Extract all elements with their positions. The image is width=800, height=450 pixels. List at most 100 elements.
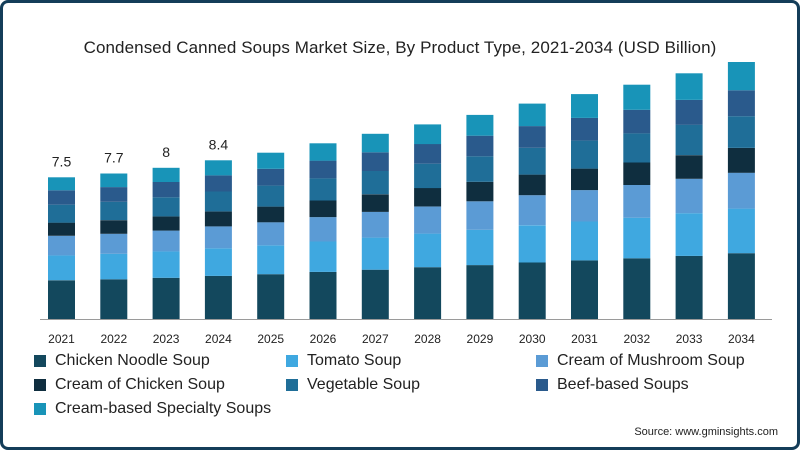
x-tick-label: 2027 — [362, 332, 389, 346]
bar-segment — [204, 211, 232, 227]
legend-swatch — [34, 403, 46, 415]
bar-segment — [571, 94, 598, 118]
bar-segment — [204, 160, 232, 176]
legend-item: Cream of Mushroom Soup — [536, 350, 745, 372]
bar-segment — [571, 221, 598, 261]
bar-segment — [727, 116, 755, 148]
bar-segment — [361, 194, 389, 212]
bar-segment — [727, 90, 755, 117]
bar-segment — [257, 206, 285, 223]
x-tick-label: 2022 — [100, 332, 127, 346]
bar-segment — [204, 248, 232, 276]
bar-segment — [48, 204, 75, 223]
legend-swatch — [286, 355, 298, 367]
bar-segment — [518, 225, 546, 263]
bar-segment — [204, 191, 232, 212]
legend-swatch — [34, 355, 46, 367]
chart-legend: Chicken Noodle Soup Tomato Soup Cream of M… — [24, 350, 764, 422]
x-tick-label: 2032 — [623, 332, 650, 346]
bar-segment — [257, 185, 285, 207]
bar-segment — [518, 103, 546, 127]
bar-segment — [466, 229, 494, 266]
bar-segment — [675, 124, 703, 156]
bar-segment — [152, 277, 180, 319]
legend-item: Tomato Soup — [286, 350, 401, 372]
legend-label: Chicken Noodle Soup — [55, 352, 210, 369]
bar-segment — [152, 197, 180, 217]
bar-segment — [414, 163, 442, 189]
x-tick-label: 2031 — [571, 332, 598, 346]
bar-segment — [727, 208, 755, 254]
bar-segment — [623, 84, 651, 110]
bar-segment — [100, 279, 128, 319]
bar-segment — [518, 126, 546, 148]
bar-segment — [361, 269, 389, 319]
legend-swatch — [536, 355, 548, 367]
bar-segment — [48, 177, 75, 191]
bar-segment — [571, 140, 598, 169]
bar-segment — [675, 255, 703, 319]
bar-segment — [675, 73, 703, 100]
legend-label: Cream-based Specialty Soups — [55, 400, 272, 417]
legend-item: Cream-based Specialty Soups — [34, 398, 271, 420]
legend-item: Beef-based Soups — [536, 374, 689, 396]
bar-segment — [571, 168, 598, 191]
bar-segment — [309, 143, 337, 161]
bar-segment — [466, 135, 494, 157]
bar-segment — [204, 275, 232, 319]
x-tick-label: 2024 — [205, 332, 232, 346]
bar-segment — [100, 201, 128, 221]
bar-segment — [152, 230, 180, 252]
bar-segment — [309, 200, 337, 218]
bar-segment — [414, 206, 442, 234]
bar-segment — [257, 274, 285, 319]
bar-segment — [309, 271, 337, 319]
bar-segment — [48, 255, 75, 281]
bar-segment — [675, 155, 703, 179]
total-value-label: 7.7 — [104, 150, 124, 166]
bar-segment — [571, 260, 598, 319]
bar-segment — [414, 233, 442, 268]
bar-segment — [361, 211, 389, 238]
bar-segment — [414, 188, 442, 207]
bar-segment — [100, 233, 128, 254]
legend-label: Cream of Mushroom Soup — [557, 352, 745, 369]
x-tick-label: 2023 — [153, 332, 180, 346]
legend-label: Tomato Soup — [307, 352, 402, 369]
bar-segment — [518, 147, 546, 175]
bar-segment — [727, 148, 755, 173]
bar-segment — [100, 173, 128, 188]
x-tick-label: 2029 — [467, 332, 494, 346]
bar-segment — [361, 171, 389, 195]
bar-segment — [204, 175, 232, 192]
bar-segment — [623, 258, 651, 319]
legend-swatch — [536, 379, 548, 391]
bar-segment — [623, 162, 651, 185]
bar-segment — [675, 213, 703, 256]
bar-segment — [100, 220, 128, 234]
x-tick-label: 2028 — [414, 332, 441, 346]
bar-segment — [361, 237, 389, 270]
bar-segment — [257, 222, 285, 246]
bar-segment — [571, 117, 598, 141]
bar-segment — [727, 172, 755, 209]
legend-label: Cream of Chicken Soup — [55, 376, 225, 393]
bar-segment — [675, 178, 703, 214]
bar-segment — [623, 185, 651, 218]
x-tick-label: 2030 — [519, 332, 546, 346]
bar-segment — [152, 167, 180, 182]
bar-segment — [48, 235, 75, 256]
legend-item: Cream of Chicken Soup — [34, 374, 225, 396]
total-value-label: 7.5 — [52, 153, 72, 169]
source-note: Source: www.gminsights.com — [634, 426, 778, 438]
bar-segment — [309, 160, 337, 179]
x-tick-label: 2025 — [257, 332, 284, 346]
bar-segment — [100, 253, 128, 280]
bar-segment — [48, 280, 75, 319]
bar-segment — [727, 253, 755, 319]
bar-segment — [466, 201, 494, 230]
bar-segment — [466, 114, 494, 136]
x-tick-label: 2033 — [676, 332, 703, 346]
